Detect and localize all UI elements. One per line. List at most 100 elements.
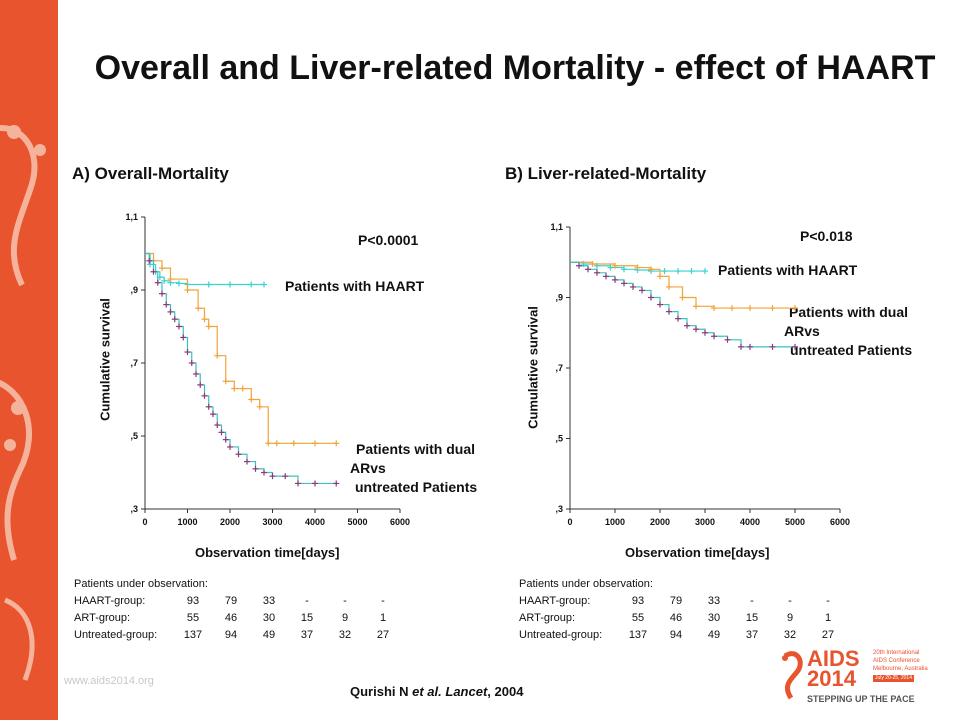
x-tick-label: 0 <box>142 517 147 527</box>
y-tick-label: ,5 <box>130 431 138 441</box>
data-point <box>197 381 204 388</box>
chart-a-label-untreated: untreated Patients <box>355 479 478 495</box>
obs-cell: 1 <box>379 612 387 624</box>
logo-tagline: STEPPING UP THE PACE <box>807 694 915 704</box>
data-point <box>163 301 170 308</box>
obs-cell: 46 <box>669 612 683 624</box>
obs-row-label: Untreated-group: <box>74 629 158 641</box>
data-point <box>201 392 208 399</box>
data-point <box>210 411 216 418</box>
obs-cell: 15 <box>300 612 314 624</box>
data-point <box>711 305 717 312</box>
obs-cell: 49 <box>707 629 721 641</box>
data-point <box>261 469 267 476</box>
data-point <box>146 257 153 264</box>
obs-cell: 137 <box>183 629 203 641</box>
data-point <box>792 305 798 312</box>
chart-a-pvalue: P<0.0001 <box>358 232 419 248</box>
data-point <box>621 280 627 287</box>
obs-cell: 79 <box>669 595 683 607</box>
data-point <box>195 305 202 312</box>
data-point <box>248 281 255 288</box>
data-point <box>167 308 174 315</box>
logo-line1: 20th International <box>873 650 920 656</box>
data-point <box>214 422 221 429</box>
obs-cell: 49 <box>262 629 276 641</box>
data-point <box>585 266 591 273</box>
citation-journal: Lancet <box>445 684 488 699</box>
data-point <box>205 403 212 410</box>
y-tick-label: ,7 <box>555 363 563 373</box>
data-point <box>218 429 225 436</box>
data-point <box>634 264 641 271</box>
x-tick-label: 1000 <box>177 517 197 527</box>
obs-cell: 55 <box>186 612 200 624</box>
data-point <box>684 322 690 329</box>
website-url[interactable]: www.aids2014.org <box>64 675 154 687</box>
chart-a-label-dual-1: Patients with dual <box>356 441 476 457</box>
series-line-2 <box>570 261 795 348</box>
x-tick-label: 0 <box>567 517 572 527</box>
chart-b-label-dual-1: Patients with dual <box>789 304 909 320</box>
obs-cell: 94 <box>224 629 238 641</box>
obs-table-a: Patients under observation: HAART-group:… <box>74 576 402 644</box>
data-point <box>227 281 233 288</box>
data-point <box>269 473 276 480</box>
obs-cell: 37 <box>745 629 759 641</box>
data-point <box>693 303 699 310</box>
chart-b-label-dual-2: ARvs <box>784 323 820 339</box>
obs-cell: 37 <box>300 629 314 641</box>
data-point <box>594 269 600 276</box>
data-point <box>333 480 340 487</box>
logo-brand: AIDS <box>807 646 860 671</box>
obs-cell: 9 <box>341 612 349 624</box>
chart-b-pvalue: P<0.018 <box>800 228 853 244</box>
obs-cell: 55 <box>631 612 645 624</box>
data-point <box>231 385 238 392</box>
x-tick-label: 4000 <box>740 517 760 527</box>
data-point <box>188 360 195 366</box>
chart-a: ,3 ,5 ,7 ,9 1,1 0 1000 2000 3000 4000 5000 6000 <box>125 212 410 527</box>
obs-cell: 30 <box>707 612 721 624</box>
data-point <box>693 326 699 333</box>
citation-etal: et al. <box>412 684 442 699</box>
data-point <box>161 277 168 284</box>
data-point <box>747 305 753 312</box>
x-tick-label: 3000 <box>695 517 715 527</box>
data-point <box>576 262 582 269</box>
data-point <box>273 440 280 447</box>
y-tick-label: 1,1 <box>550 222 563 232</box>
data-point <box>150 268 157 275</box>
obs-cell: - <box>826 595 830 607</box>
y-tick-label: ,5 <box>555 434 563 444</box>
obs-cell: 93 <box>631 595 645 607</box>
data-point <box>248 396 255 403</box>
obs-cell: 33 <box>707 595 721 607</box>
citation-authors: Qurishi N <box>350 684 409 699</box>
data-point <box>657 273 663 280</box>
data-point <box>666 308 672 315</box>
data-point <box>769 343 776 350</box>
obs-cell: 9 <box>786 612 794 624</box>
ribbon-figure-icon <box>782 651 803 700</box>
obs-cell: 32 <box>338 629 352 641</box>
data-point <box>769 305 776 312</box>
data-point <box>702 329 708 336</box>
chart-b-label-haart: Patients with HAART <box>718 262 858 278</box>
conference-logo: AIDS 2014 20th International AIDS Confer… <box>775 648 955 710</box>
series-line-0 <box>145 252 264 286</box>
obs-cell: 46 <box>224 612 238 624</box>
obs-cell: 27 <box>821 629 835 641</box>
data-point <box>244 458 250 465</box>
obs-table-row: ART-group: 55 46 30 15 9 1 <box>74 610 402 627</box>
data-point <box>333 440 340 447</box>
obs-row-label: Untreated-group: <box>519 629 603 641</box>
chart-a-label-dual-2: ARvs <box>350 460 386 476</box>
x-tick-label: 4000 <box>305 517 325 527</box>
obs-row-label: ART-group: <box>519 612 576 624</box>
y-tick-label: ,9 <box>130 285 138 295</box>
page-title: Overall and Liver-related Mortality - ef… <box>94 49 936 87</box>
y-tick-label: ,7 <box>130 358 138 368</box>
logo-year: 2014 <box>807 666 856 691</box>
y-tick-label: 1,1 <box>125 212 138 222</box>
